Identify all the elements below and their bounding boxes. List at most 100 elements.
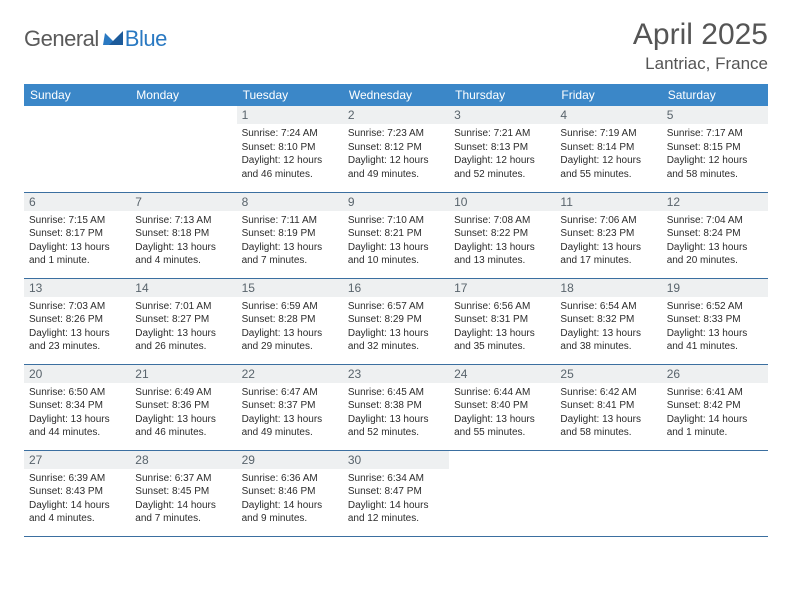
day-data: Sunrise: 7:08 AMSunset: 8:22 PMDaylight:… (449, 211, 555, 272)
daylight-text: Daylight: 13 hours and 17 minutes. (560, 241, 656, 268)
sunset-text: Sunset: 8:23 PM (560, 227, 656, 241)
day-data: Sunrise: 6:47 AMSunset: 8:37 PMDaylight:… (237, 383, 343, 444)
day-number: 18 (555, 279, 661, 297)
sunrise-text: Sunrise: 6:39 AM (29, 472, 125, 486)
daylight-text: Daylight: 13 hours and 44 minutes. (29, 413, 125, 440)
day-number: 3 (449, 106, 555, 124)
sunrise-text: Sunrise: 6:56 AM (454, 300, 550, 314)
day-data: Sunrise: 6:56 AMSunset: 8:31 PMDaylight:… (449, 297, 555, 358)
day-number: 11 (555, 193, 661, 211)
day-data: Sunrise: 7:24 AMSunset: 8:10 PMDaylight:… (237, 124, 343, 185)
day-data: Sunrise: 6:41 AMSunset: 8:42 PMDaylight:… (662, 383, 768, 444)
calendar-day-cell: 27Sunrise: 6:39 AMSunset: 8:43 PMDayligh… (24, 450, 130, 536)
daylight-text: Daylight: 13 hours and 4 minutes. (135, 241, 231, 268)
daylight-text: Daylight: 13 hours and 35 minutes. (454, 327, 550, 354)
calendar-day-cell: 11Sunrise: 7:06 AMSunset: 8:23 PMDayligh… (555, 192, 661, 278)
sunset-text: Sunset: 8:26 PM (29, 313, 125, 327)
day-data: Sunrise: 7:10 AMSunset: 8:21 PMDaylight:… (343, 211, 449, 272)
day-number: 25 (555, 365, 661, 383)
day-data: Sunrise: 6:45 AMSunset: 8:38 PMDaylight:… (343, 383, 449, 444)
sunset-text: Sunset: 8:47 PM (348, 485, 444, 499)
daylight-text: Daylight: 14 hours and 9 minutes. (242, 499, 338, 526)
sunrise-text: Sunrise: 6:45 AM (348, 386, 444, 400)
day-data: Sunrise: 7:03 AMSunset: 8:26 PMDaylight:… (24, 297, 130, 358)
weekday-header: Wednesday (343, 84, 449, 106)
sunrise-text: Sunrise: 7:17 AM (667, 127, 763, 141)
calendar-day-cell: 29Sunrise: 6:36 AMSunset: 8:46 PMDayligh… (237, 450, 343, 536)
weekday-header: Sunday (24, 84, 130, 106)
sunrise-text: Sunrise: 6:44 AM (454, 386, 550, 400)
day-number: 20 (24, 365, 130, 383)
calendar-week-row: 27Sunrise: 6:39 AMSunset: 8:43 PMDayligh… (24, 450, 768, 536)
day-data: Sunrise: 7:21 AMSunset: 8:13 PMDaylight:… (449, 124, 555, 185)
day-data: Sunrise: 7:01 AMSunset: 8:27 PMDaylight:… (130, 297, 236, 358)
calendar-day-cell: 13Sunrise: 7:03 AMSunset: 8:26 PMDayligh… (24, 278, 130, 364)
day-data: Sunrise: 7:11 AMSunset: 8:19 PMDaylight:… (237, 211, 343, 272)
logo-text-general: General (24, 26, 99, 52)
day-data: Sunrise: 6:57 AMSunset: 8:29 PMDaylight:… (343, 297, 449, 358)
title-block: April 2025 Lantriac, France (633, 18, 768, 74)
sunrise-text: Sunrise: 6:59 AM (242, 300, 338, 314)
day-data: Sunrise: 6:59 AMSunset: 8:28 PMDaylight:… (237, 297, 343, 358)
sunrise-text: Sunrise: 7:10 AM (348, 214, 444, 228)
day-number: 1 (237, 106, 343, 124)
day-number: 14 (130, 279, 236, 297)
day-number: 26 (662, 365, 768, 383)
day-data: Sunrise: 7:19 AMSunset: 8:14 PMDaylight:… (555, 124, 661, 185)
weekday-header: Thursday (449, 84, 555, 106)
daylight-text: Daylight: 13 hours and 1 minute. (29, 241, 125, 268)
sunset-text: Sunset: 8:31 PM (454, 313, 550, 327)
calendar-day-cell: 2Sunrise: 7:23 AMSunset: 8:12 PMDaylight… (343, 106, 449, 192)
calendar-day-cell (449, 450, 555, 536)
sunset-text: Sunset: 8:40 PM (454, 399, 550, 413)
day-data: Sunrise: 7:04 AMSunset: 8:24 PMDaylight:… (662, 211, 768, 272)
calendar-day-cell: 30Sunrise: 6:34 AMSunset: 8:47 PMDayligh… (343, 450, 449, 536)
daylight-text: Daylight: 13 hours and 10 minutes. (348, 241, 444, 268)
daylight-text: Daylight: 12 hours and 55 minutes. (560, 154, 656, 181)
day-data: Sunrise: 6:52 AMSunset: 8:33 PMDaylight:… (662, 297, 768, 358)
daylight-text: Daylight: 13 hours and 32 minutes. (348, 327, 444, 354)
sunset-text: Sunset: 8:24 PM (667, 227, 763, 241)
day-data: Sunrise: 6:54 AMSunset: 8:32 PMDaylight:… (555, 297, 661, 358)
sunrise-text: Sunrise: 6:34 AM (348, 472, 444, 486)
calendar-day-cell (555, 450, 661, 536)
calendar-day-cell: 6Sunrise: 7:15 AMSunset: 8:17 PMDaylight… (24, 192, 130, 278)
day-data: Sunrise: 6:44 AMSunset: 8:40 PMDaylight:… (449, 383, 555, 444)
weekday-header: Saturday (662, 84, 768, 106)
calendar-day-cell: 23Sunrise: 6:45 AMSunset: 8:38 PMDayligh… (343, 364, 449, 450)
day-number: 7 (130, 193, 236, 211)
calendar-page: General Blue April 2025 Lantriac, France… (0, 0, 792, 537)
calendar-day-cell: 5Sunrise: 7:17 AMSunset: 8:15 PMDaylight… (662, 106, 768, 192)
sunset-text: Sunset: 8:18 PM (135, 227, 231, 241)
sunset-text: Sunset: 8:41 PM (560, 399, 656, 413)
day-data: Sunrise: 7:23 AMSunset: 8:12 PMDaylight:… (343, 124, 449, 185)
day-number: 4 (555, 106, 661, 124)
sunset-text: Sunset: 8:45 PM (135, 485, 231, 499)
day-data: Sunrise: 7:15 AMSunset: 8:17 PMDaylight:… (24, 211, 130, 272)
daylight-text: Daylight: 12 hours and 52 minutes. (454, 154, 550, 181)
day-number: 16 (343, 279, 449, 297)
sunset-text: Sunset: 8:17 PM (29, 227, 125, 241)
header: General Blue April 2025 Lantriac, France (24, 18, 768, 74)
daylight-text: Daylight: 13 hours and 52 minutes. (348, 413, 444, 440)
daylight-text: Daylight: 13 hours and 29 minutes. (242, 327, 338, 354)
calendar-day-cell: 15Sunrise: 6:59 AMSunset: 8:28 PMDayligh… (237, 278, 343, 364)
daylight-text: Daylight: 12 hours and 49 minutes. (348, 154, 444, 181)
daylight-text: Daylight: 13 hours and 38 minutes. (560, 327, 656, 354)
calendar-day-cell: 4Sunrise: 7:19 AMSunset: 8:14 PMDaylight… (555, 106, 661, 192)
daylight-text: Daylight: 13 hours and 23 minutes. (29, 327, 125, 354)
calendar-day-cell: 14Sunrise: 7:01 AMSunset: 8:27 PMDayligh… (130, 278, 236, 364)
sunrise-text: Sunrise: 7:21 AM (454, 127, 550, 141)
calendar-week-row: 1Sunrise: 7:24 AMSunset: 8:10 PMDaylight… (24, 106, 768, 192)
sunset-text: Sunset: 8:46 PM (242, 485, 338, 499)
daylight-text: Daylight: 14 hours and 1 minute. (667, 413, 763, 440)
sunrise-text: Sunrise: 7:11 AM (242, 214, 338, 228)
calendar-table: Sunday Monday Tuesday Wednesday Thursday… (24, 84, 768, 537)
day-number: 5 (662, 106, 768, 124)
daylight-text: Daylight: 14 hours and 4 minutes. (29, 499, 125, 526)
calendar-day-cell: 26Sunrise: 6:41 AMSunset: 8:42 PMDayligh… (662, 364, 768, 450)
sunrise-text: Sunrise: 6:57 AM (348, 300, 444, 314)
daylight-text: Daylight: 13 hours and 7 minutes. (242, 241, 338, 268)
calendar-day-cell: 12Sunrise: 7:04 AMSunset: 8:24 PMDayligh… (662, 192, 768, 278)
daylight-text: Daylight: 14 hours and 12 minutes. (348, 499, 444, 526)
